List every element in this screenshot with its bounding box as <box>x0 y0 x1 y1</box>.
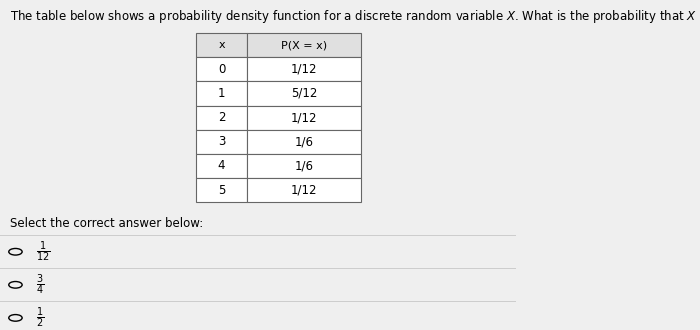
Text: 5: 5 <box>218 183 225 197</box>
Text: 1/12: 1/12 <box>290 63 317 76</box>
Bar <box>196 130 247 154</box>
Bar <box>196 33 247 57</box>
Bar <box>196 82 247 106</box>
Bar <box>196 178 247 202</box>
Bar <box>247 154 360 178</box>
Text: 1/6: 1/6 <box>295 159 314 173</box>
Text: 0: 0 <box>218 63 225 76</box>
Text: 2: 2 <box>218 111 225 124</box>
Text: 5/12: 5/12 <box>290 87 317 100</box>
Text: P(X = x): P(X = x) <box>281 40 327 50</box>
Bar <box>247 130 360 154</box>
Text: 3: 3 <box>218 135 225 148</box>
Text: 4: 4 <box>218 159 225 173</box>
Text: The table below shows a probability density function for a discrete random varia: The table below shows a probability dens… <box>10 8 700 25</box>
Text: 1/6: 1/6 <box>295 135 314 148</box>
Text: $\frac{1}{12}$: $\frac{1}{12}$ <box>36 240 50 264</box>
Bar <box>196 106 247 130</box>
Text: 1/12: 1/12 <box>290 183 317 197</box>
Bar <box>247 33 360 57</box>
Bar <box>196 154 247 178</box>
Bar <box>247 82 360 106</box>
Text: 1/12: 1/12 <box>290 111 317 124</box>
Text: x: x <box>218 40 225 50</box>
Text: 1: 1 <box>218 87 225 100</box>
Text: $\frac{1}{2}$: $\frac{1}{2}$ <box>36 306 44 330</box>
Bar <box>247 57 360 82</box>
Text: $\frac{3}{4}$: $\frac{3}{4}$ <box>36 273 44 297</box>
Bar <box>247 178 360 202</box>
Bar <box>196 57 247 82</box>
Bar <box>247 106 360 130</box>
Text: Select the correct answer below:: Select the correct answer below: <box>10 217 204 230</box>
